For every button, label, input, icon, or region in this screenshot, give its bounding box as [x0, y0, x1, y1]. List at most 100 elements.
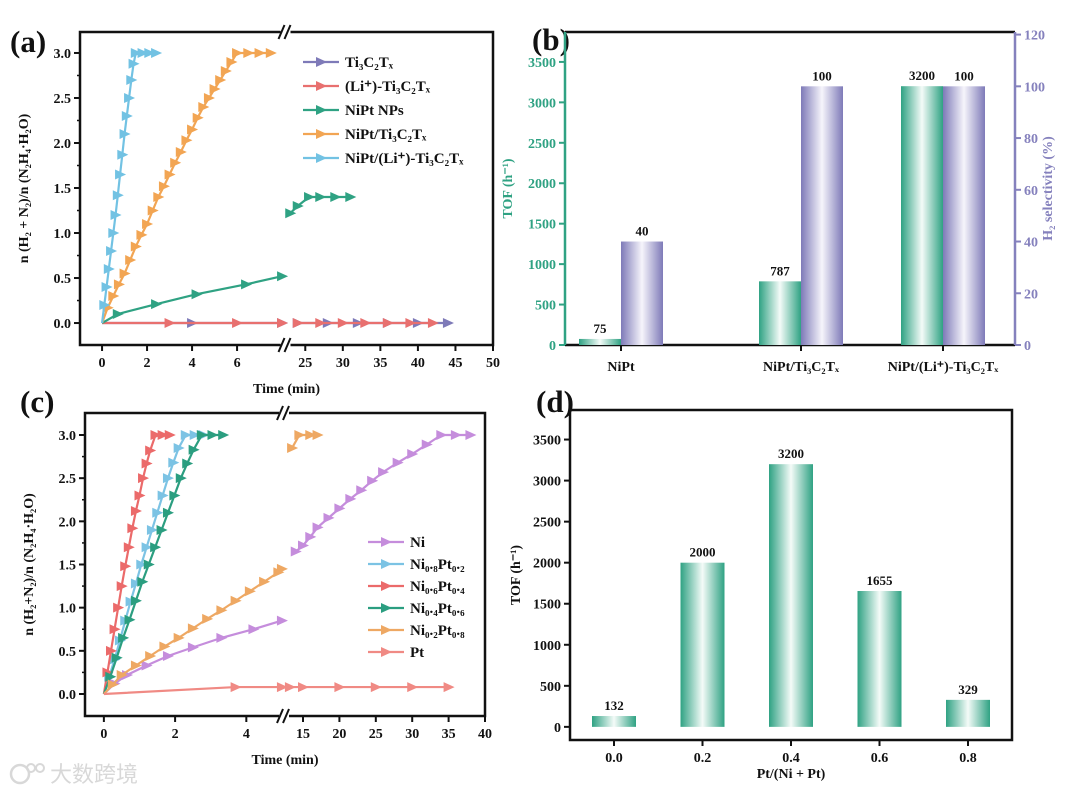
- data-point: [169, 490, 181, 501]
- data-point: [141, 542, 153, 553]
- y-tick-label: 1000: [533, 639, 561, 654]
- x-tick-label: 20: [332, 727, 346, 742]
- legend-label: NiPt NPs: [345, 103, 404, 119]
- data-point: [427, 318, 439, 329]
- data-point: [147, 205, 159, 216]
- data-point: [312, 522, 324, 533]
- data-point: [202, 613, 214, 624]
- data-point: [182, 458, 194, 469]
- data-point: [120, 561, 132, 572]
- y-tick-label: 1.0: [59, 602, 77, 617]
- data-point: [164, 169, 176, 180]
- data-point: [230, 682, 242, 693]
- data-point: [276, 615, 288, 626]
- bar-tof: [946, 699, 990, 727]
- series-4: [99, 47, 163, 324]
- data-point: [277, 318, 289, 329]
- x-axis-label: Time (min): [251, 753, 318, 768]
- data-point: [130, 660, 142, 671]
- data-point: [142, 219, 154, 230]
- y-right-tick-label: 0: [1024, 339, 1031, 354]
- y-tick-label: 2.0: [59, 515, 77, 530]
- data-point: [378, 467, 390, 478]
- y-tick-label: 1.5: [59, 559, 77, 574]
- data-point: [118, 632, 130, 643]
- data-point: [164, 318, 176, 329]
- data-point: [198, 101, 210, 112]
- data-point: [123, 542, 135, 553]
- data-point: [137, 47, 149, 58]
- data-point: [443, 682, 455, 693]
- data-point: [330, 192, 342, 203]
- data-point: [298, 682, 310, 693]
- data-point: [220, 65, 232, 76]
- y-right-tick-label: 80: [1024, 132, 1038, 147]
- data-point: [175, 473, 187, 484]
- data-point: [112, 309, 124, 320]
- data-point: [153, 192, 165, 203]
- bar-value-label: 2000: [690, 545, 716, 560]
- data-point: [421, 439, 433, 450]
- bar-tof: [579, 338, 621, 345]
- data-point: [312, 430, 324, 441]
- data-point: [141, 458, 153, 469]
- data-point: [192, 112, 204, 123]
- data-point: [465, 430, 477, 441]
- series-line: [101, 51, 271, 324]
- data-point: [125, 255, 137, 266]
- data-point: [143, 559, 155, 570]
- panel-d-bar-chart: 0 500 1000 1500 2000 2500 3000 3500 132 0.0 2000 0.…: [509, 408, 1014, 782]
- axis-break-mark: [276, 405, 284, 421]
- data-point: [101, 282, 113, 293]
- legend-marker: [316, 105, 327, 115]
- data-point: [216, 632, 228, 643]
- data-point: [442, 318, 454, 329]
- data-point: [259, 576, 271, 587]
- watermark-text: 大数跨境: [50, 763, 138, 788]
- series-line: [295, 433, 471, 553]
- x-tick-label: 0: [100, 727, 107, 742]
- x-tick-label: 45: [448, 356, 462, 371]
- x-tick-label: 6: [234, 356, 241, 371]
- data-point: [146, 524, 158, 535]
- y-tick-label: 3.0: [59, 429, 77, 444]
- x-tick-label: 30: [336, 356, 350, 371]
- data-point: [407, 449, 419, 460]
- legend-marker: [381, 559, 392, 569]
- x-tick-label: 40: [411, 356, 425, 371]
- data-point: [248, 624, 260, 635]
- data-point: [392, 457, 404, 468]
- series-1: [102, 430, 210, 695]
- data-point: [130, 241, 142, 252]
- y-tick-label: 3000: [528, 96, 556, 111]
- data-point: [187, 642, 199, 653]
- data-point: [127, 523, 139, 534]
- data-point: [304, 192, 316, 203]
- data-point: [284, 682, 296, 693]
- legend-label: Ni₀.₈Pt₀.₂: [410, 557, 465, 573]
- x-tick-label: 0.0: [605, 751, 623, 766]
- data-point: [345, 192, 357, 203]
- x-tick-label: 50: [486, 356, 500, 371]
- legend-marker: [381, 647, 392, 657]
- y-right-tick-label: 60: [1024, 184, 1038, 199]
- y-tick-label: 2000: [528, 177, 556, 192]
- bar-value-label: 40: [636, 224, 649, 239]
- data-point: [112, 190, 124, 201]
- data-point: [285, 208, 297, 219]
- data-point: [117, 149, 129, 160]
- bar-value-label: 1655: [867, 573, 894, 588]
- y-tick-label: 0.5: [54, 272, 72, 287]
- data-point: [203, 92, 215, 103]
- series-line: [103, 619, 283, 695]
- data-point: [126, 74, 138, 85]
- data-point: [137, 576, 149, 587]
- data-point: [305, 430, 317, 441]
- axis-break-gap: [279, 406, 289, 420]
- data-point: [292, 318, 304, 329]
- data-point: [173, 442, 185, 453]
- series-4: [103, 430, 324, 695]
- panel-label-d: (d): [536, 384, 574, 419]
- x-tick-label: 0.4: [782, 751, 800, 766]
